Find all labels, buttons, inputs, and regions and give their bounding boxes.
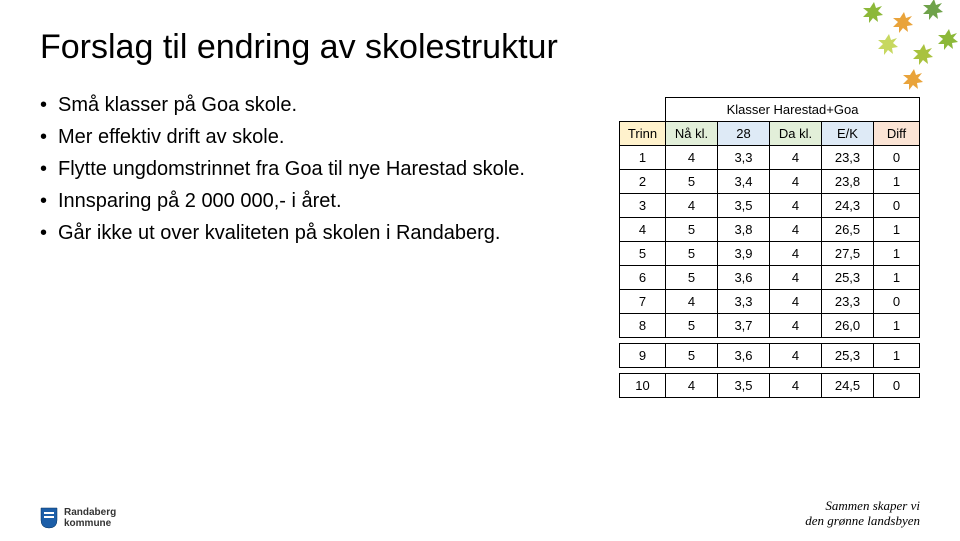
table-row: 953,6425,31: [620, 344, 920, 368]
slide: Forslag til endring av skolestruktur Små…: [0, 0, 960, 541]
bullet-item: Innsparing på 2 000 000,- i året.: [40, 187, 569, 215]
col-header: E/K: [822, 122, 874, 146]
kommune-label: Randaberg kommune: [64, 507, 116, 529]
content-row: Små klasser på Goa skole. Mer effektiv d…: [40, 91, 920, 398]
table-row: 453,8426,51: [620, 218, 920, 242]
page-title: Forslag til endring av skolestruktur: [40, 28, 920, 67]
table-super-header: Klasser Harestad+Goa: [666, 98, 920, 122]
col-header: Nå kl.: [666, 122, 718, 146]
table-row: 253,4423,81: [620, 170, 920, 194]
table-row: 143,3423,30: [620, 146, 920, 170]
bullet-item: Flytte ungdomstrinnet fra Goa til nye Ha…: [40, 155, 569, 183]
bullet-item: Går ikke ut over kvaliteten på skolen i …: [40, 219, 569, 247]
table-row: 343,5424,30: [620, 194, 920, 218]
bullet-item: Mer effektiv drift av skole.: [40, 123, 569, 151]
footer-slogan: Sammen skaper vi den grønne landsbyen: [805, 498, 920, 529]
table-row: 653,6425,31: [620, 266, 920, 290]
col-header: Diff: [874, 122, 920, 146]
footer: Randaberg kommune Sammen skaper vi den g…: [40, 498, 920, 529]
shield-icon: [40, 507, 58, 529]
col-header: Trinn: [620, 122, 666, 146]
bullet-item: Små klasser på Goa skole.: [40, 91, 569, 119]
col-header: 28: [718, 122, 770, 146]
table-row: 1043,5424,50: [620, 374, 920, 398]
col-header: Da kl.: [770, 122, 822, 146]
table-row: 853,7426,01: [620, 314, 920, 338]
class-table: Klasser Harestad+Goa Trinn Nå kl. 28 Da …: [619, 91, 920, 398]
table-row: 553,9427,51: [620, 242, 920, 266]
footer-left: Randaberg kommune: [40, 507, 116, 529]
table-row: 743,3423,30: [620, 290, 920, 314]
corner-decoration: [860, 0, 960, 90]
bullet-list: Små klasser på Goa skole. Mer effektiv d…: [40, 91, 579, 398]
